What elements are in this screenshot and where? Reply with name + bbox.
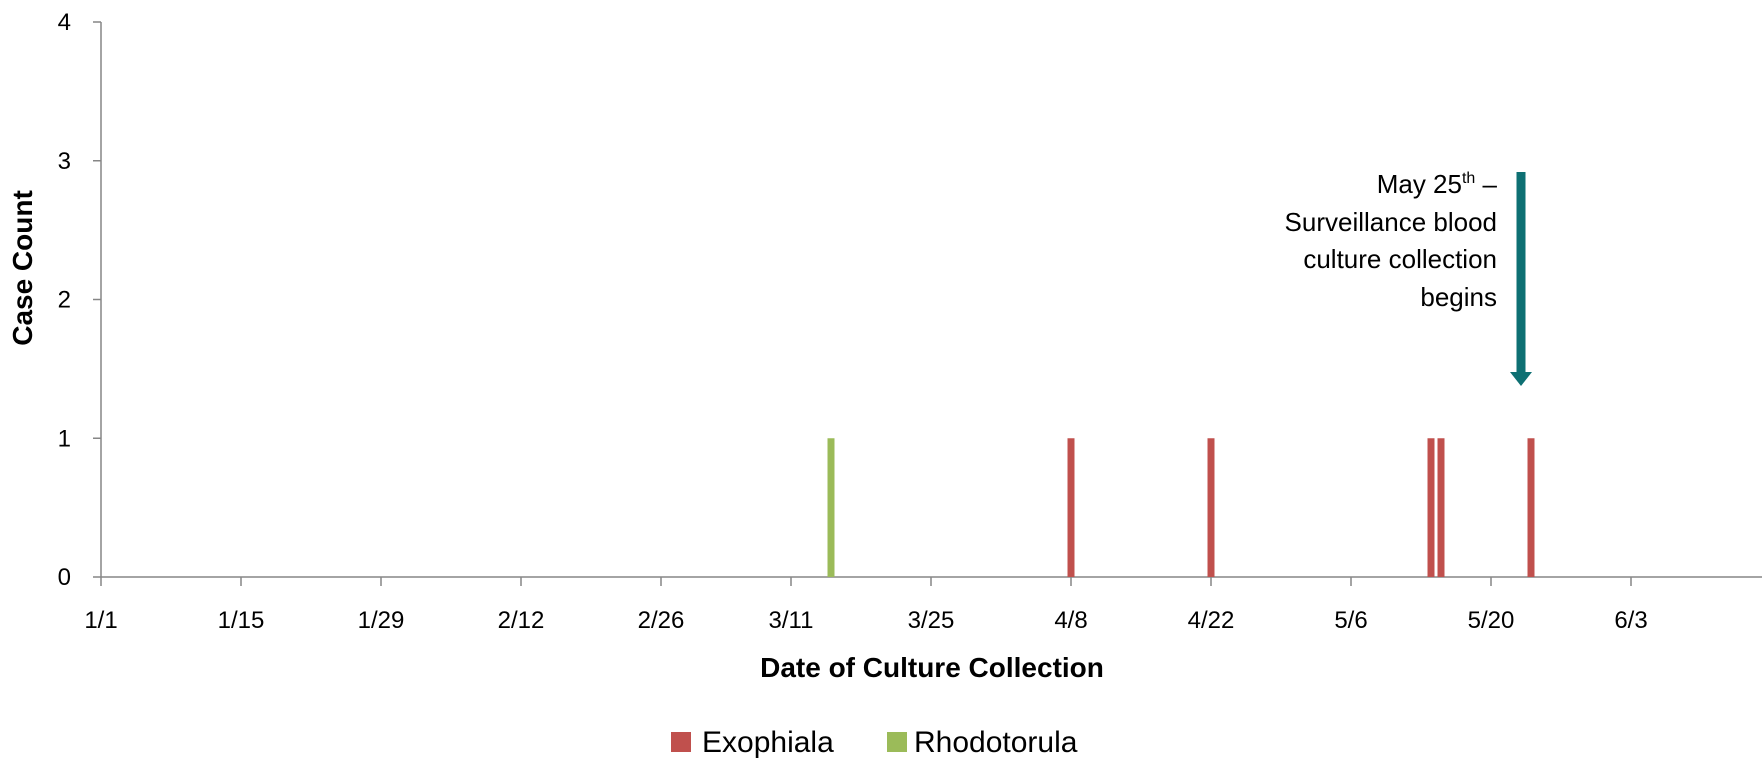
x-tick-label: 1/15 [218, 607, 265, 634]
bars [827, 438, 1535, 577]
annotation-line: begins [1420, 282, 1497, 312]
y-tick-label: 0 [58, 564, 71, 591]
annotation-line: May 25th – [1377, 169, 1498, 199]
y-tick-label: 1 [58, 425, 71, 452]
annotation-arrow-head [1510, 372, 1532, 386]
x-tick-label: 5/20 [1468, 607, 1515, 634]
bar-exophiala [1427, 438, 1435, 577]
bar-exophiala [1207, 438, 1215, 577]
x-tick-label: 1/29 [358, 607, 405, 634]
y-tick-label: 4 [58, 9, 71, 36]
x-tick-label: 5/6 [1334, 607, 1367, 634]
bar-exophiala [1437, 438, 1445, 577]
y-tick-label: 2 [58, 287, 71, 314]
y-tick-label: 3 [58, 148, 71, 175]
legend-label-rhodotorula: Rhodotorula [914, 726, 1078, 759]
x-tick-label: 4/8 [1054, 607, 1087, 634]
x-axis: 1/1 1/15 1/29 2/12 2/26 3/11 3/25 4/8 4/22 5/6 5/2… [84, 576, 1762, 634]
x-tick-label: 2/26 [638, 607, 685, 634]
annotation: May 25th – Surveillance blood culture coll… [1285, 169, 1532, 386]
legend: Exophiala Rhodotorula [671, 726, 1078, 759]
x-tick-label: 6/3 [1614, 607, 1647, 634]
legend-label-exophiala: Exophiala [702, 726, 834, 759]
legend-swatch-rhodotorula [887, 732, 907, 752]
annotation-line: culture collection [1303, 244, 1497, 274]
x-tick-label: 1/1 [84, 607, 117, 634]
x-tick-label: 3/11 [769, 607, 814, 634]
bar-rhodotorula [827, 438, 835, 577]
bar-exophiala [1527, 438, 1535, 577]
y-axis: 0 1 2 3 4 [58, 9, 102, 591]
x-tick-label: 3/25 [908, 607, 955, 634]
annotation-line: Surveillance blood [1285, 207, 1497, 237]
x-tick-label: 2/12 [498, 607, 545, 634]
y-axis-title: Case Count [7, 190, 38, 346]
annotation-arrow-shaft [1516, 172, 1526, 374]
legend-swatch-exophiala [671, 732, 691, 752]
bar-exophiala [1067, 438, 1075, 577]
x-axis-title: Date of Culture Collection [760, 652, 1104, 683]
x-tick-label: 4/22 [1188, 607, 1235, 634]
